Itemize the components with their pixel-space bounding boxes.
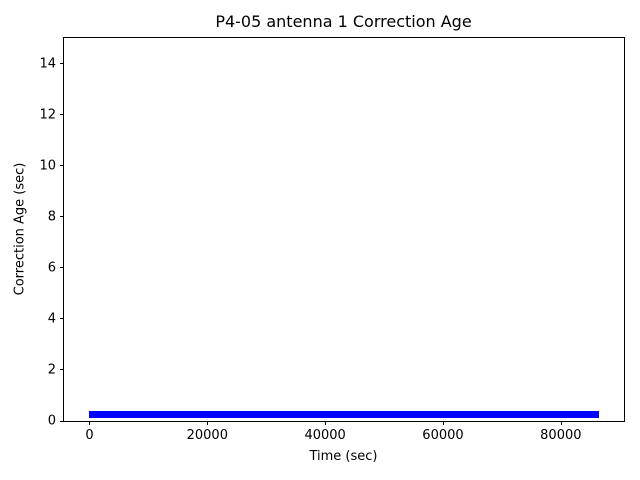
x-tick-label: 40000 [304, 428, 346, 443]
y-tick-mark [60, 216, 64, 218]
y-tick-label: 2 [47, 362, 56, 378]
y-tick-label: 0 [47, 413, 56, 429]
x-tick-mark [89, 421, 91, 425]
y-tick-mark [60, 114, 64, 116]
x-tick-label: 80000 [540, 428, 582, 443]
x-tick-label: 20000 [186, 428, 228, 443]
y-tick-label: 8 [47, 209, 56, 225]
y-tick-label: 6 [47, 260, 56, 276]
y-tick-label: 12 [39, 107, 56, 123]
y-tick-mark [60, 369, 64, 371]
x-tick-mark [207, 421, 209, 425]
y-tick-label: 14 [39, 56, 56, 72]
correction-age-band [89, 410, 599, 419]
y-tick-mark [60, 63, 64, 65]
y-axis-label: Correction Age (sec) [12, 162, 28, 296]
x-tick-label: 60000 [422, 428, 464, 443]
y-tick-label: 10 [39, 158, 56, 174]
y-tick-mark [60, 267, 64, 269]
y-tick-mark [60, 165, 64, 167]
x-axis-label: Time (sec) [309, 449, 378, 464]
x-tick-label: 0 [85, 428, 94, 443]
x-tick-mark [560, 421, 562, 425]
y-tick-mark [60, 318, 64, 320]
chart-title: P4-05 antenna 1 Correction Age [215, 12, 472, 31]
plot-area: 0 20000 40000 60000 80000 0 2 4 6 8 10 12 14 [39, 37, 625, 443]
x-tick-mark [325, 421, 327, 425]
y-tick-label: 4 [47, 311, 56, 327]
x-tick-mark [442, 421, 444, 425]
y-tick-mark [60, 420, 64, 422]
